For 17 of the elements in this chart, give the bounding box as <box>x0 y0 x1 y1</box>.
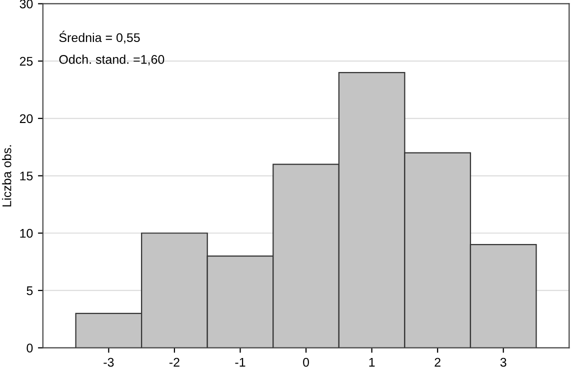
y-tick-label: 0 <box>26 344 33 352</box>
y-tick-label: 20 <box>20 114 33 124</box>
y-tick-label: 15 <box>20 172 33 180</box>
y-tick-label: 10 <box>20 228 33 238</box>
x-tick-label: -2 <box>169 358 180 367</box>
y-tick-label: 25 <box>20 56 33 66</box>
y-tick-label: 30 <box>20 0 33 8</box>
x-tick-label: 2 <box>434 358 440 367</box>
annotation: Odch. stand. =1,60 <box>59 54 164 66</box>
x-tick-label: 1 <box>369 358 375 367</box>
y-axis-title: Liczba obs. <box>2 145 12 206</box>
x-tick-label: 0 <box>303 358 310 367</box>
annotation: Średnia = 0,55 <box>59 30 140 44</box>
x-tick-label: -1 <box>235 358 246 367</box>
x-tick-label: 3 <box>500 358 506 367</box>
y-tick-label: 5 <box>26 286 33 296</box>
x-tick-label: -3 <box>104 358 114 367</box>
